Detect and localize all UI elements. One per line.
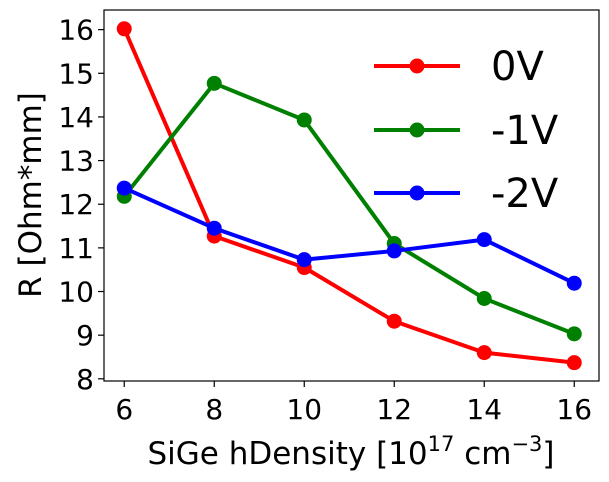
x-axis-label: SiGe hDensity [1017 cm−3] (147, 432, 554, 472)
series-line (122, 27, 575, 365)
x-tick-label: 6 (115, 393, 133, 426)
data-point (386, 243, 402, 259)
data-point (476, 345, 492, 361)
data-point (386, 313, 402, 329)
x-axis-label-end: ] (542, 436, 554, 472)
legend-label: 0V (491, 44, 544, 90)
y-tick-label: 10 (58, 276, 94, 309)
data-point (296, 252, 312, 268)
data-point (116, 180, 132, 196)
x-tick-label: 8 (205, 393, 223, 426)
legend-entry: -2V (374, 171, 559, 217)
plot-content (116, 21, 582, 371)
series-line (122, 81, 575, 336)
x-tick-label: 12 (376, 393, 412, 426)
data-point (566, 275, 582, 291)
y-tick-label: 14 (58, 101, 94, 134)
y-tick-label: 9 (76, 319, 94, 352)
data-point (206, 220, 222, 236)
legend-label: -2V (491, 171, 559, 217)
data-point (566, 355, 582, 371)
series-line (123, 186, 576, 286)
y-axis: 8 9 10 11 12 13 14 15 16 (58, 14, 104, 396)
x-axis-label-main: SiGe hDensity [10 (147, 436, 427, 472)
data-point (566, 326, 582, 342)
legend-marker (409, 58, 425, 74)
legend-marker (409, 185, 425, 201)
y-tick-label: 11 (58, 232, 94, 265)
series--2V (116, 180, 582, 291)
legend-entry: -1V (374, 108, 559, 154)
y-axis-label: R [Ohm*mm] (13, 92, 49, 298)
y-tick-label: 15 (58, 57, 94, 90)
data-point (206, 75, 222, 91)
y-tick-label: 16 (58, 14, 94, 47)
data-point (296, 112, 312, 128)
x-axis: 6 8 10 12 14 16 (115, 381, 592, 426)
plot-frame (103, 9, 600, 382)
legend: 0V -1V -2V (374, 44, 559, 217)
x-axis-label-unit: cm (454, 436, 511, 472)
data-point (476, 291, 492, 307)
data-point (116, 21, 132, 37)
x-tick-label: 14 (466, 393, 502, 426)
y-tick-label: 12 (58, 188, 94, 221)
x-axis-label-exponent-1: 17 (428, 432, 455, 456)
y-tick-label: 13 (58, 145, 94, 178)
legend-label: -1V (491, 108, 559, 154)
data-point (476, 232, 492, 248)
y-tick-label: 8 (76, 363, 94, 396)
legend-entry: 0V (374, 44, 544, 90)
x-tick-label: 10 (286, 393, 322, 426)
legend-marker (409, 122, 425, 138)
x-axis-label-exponent-2: −3 (511, 432, 542, 456)
x-tick-label: 16 (556, 393, 592, 426)
